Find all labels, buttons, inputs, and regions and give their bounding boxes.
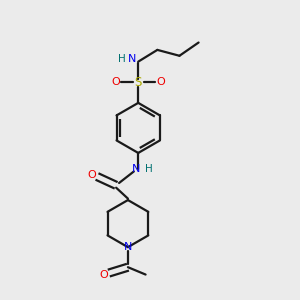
- Text: N: N: [124, 242, 132, 252]
- Text: O: O: [156, 77, 165, 87]
- Text: N: N: [128, 54, 136, 64]
- Text: O: O: [87, 170, 96, 180]
- Text: O: O: [112, 77, 121, 87]
- Text: H: H: [118, 54, 126, 64]
- Text: N: N: [132, 164, 140, 174]
- Text: O: O: [99, 270, 108, 280]
- Text: S: S: [134, 76, 142, 89]
- Text: H: H: [145, 164, 152, 174]
